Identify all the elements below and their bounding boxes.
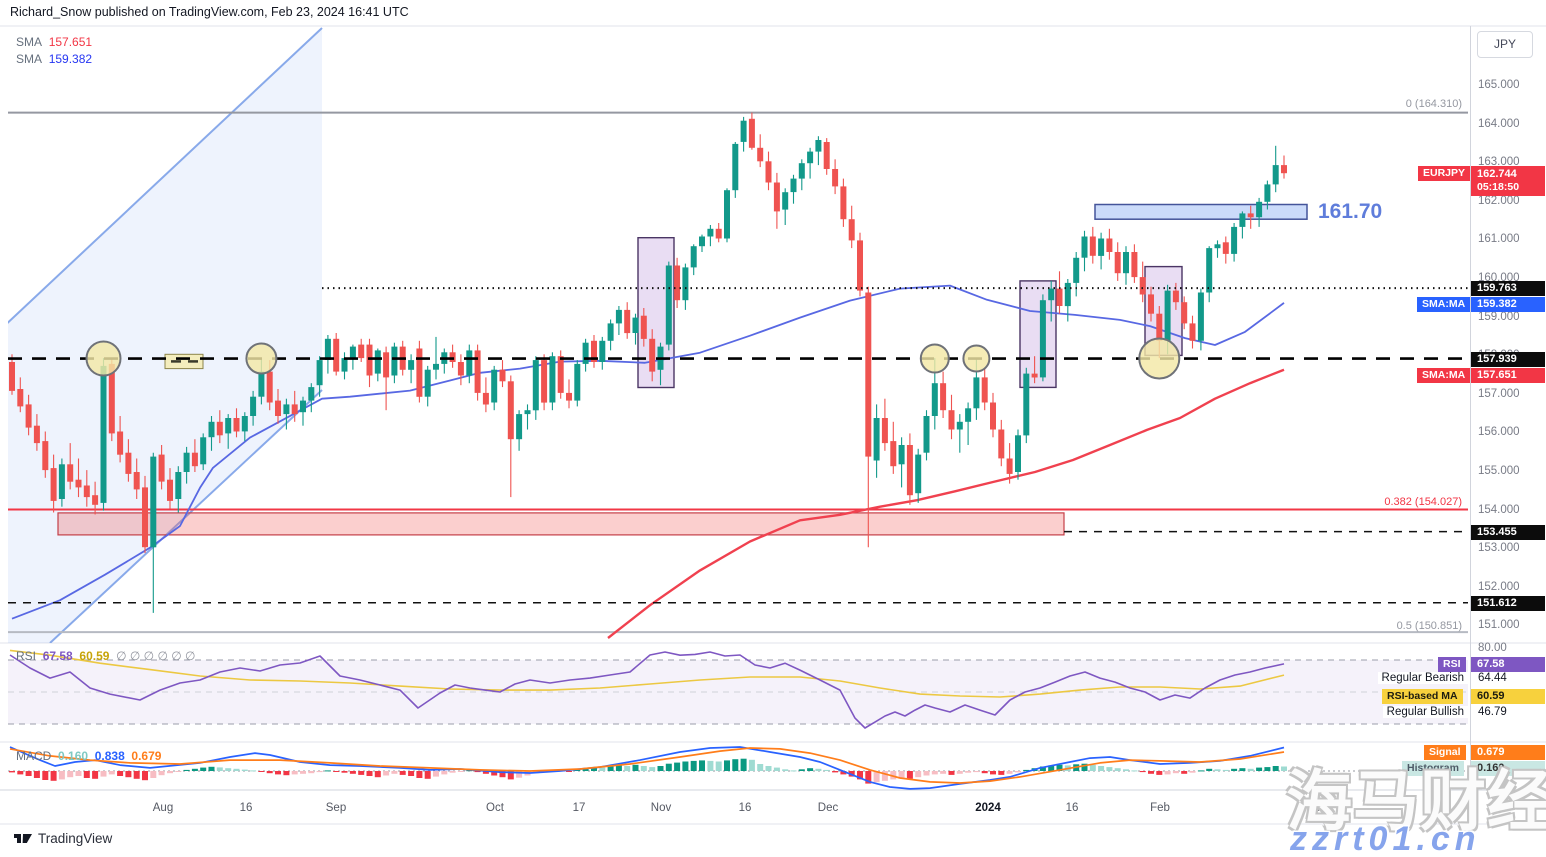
price-tick: 153.000 (1478, 542, 1520, 555)
pane-separators (0, 25, 1546, 825)
sma-blue-legend-value: 159.382 (48, 52, 93, 66)
tradingview-brand[interactable]: TradingView (14, 830, 112, 847)
macd-signal-axis-tag: Signal (1424, 745, 1466, 760)
sma-blue-legend-label: SMA (16, 52, 43, 66)
price-tick: 164.000 (1478, 117, 1520, 130)
level-159763-label: 159.763 (1471, 281, 1545, 296)
macd-legend[interactable]: MACD 0.160 0.838 0.679 (16, 749, 161, 763)
price-tick: 152.000 (1478, 580, 1520, 593)
sma-blue-axis-tag: SMA:MA (1417, 297, 1471, 312)
rsi-ma-axis-tag: RSI-based MA (1382, 689, 1463, 704)
fib-levels[interactable] (8, 111, 1468, 634)
sma-red-axis-value: 157.651 (1471, 368, 1545, 383)
price-tick: 165.000 (1478, 79, 1520, 91)
bar-countdown: 05:18:50 (1477, 181, 1520, 193)
rsi-legend-label: RSI (16, 649, 37, 663)
price-tick: 159.000 (1478, 310, 1520, 323)
macd-signal-line (9, 747, 1285, 784)
macd-hist-legend-value: 0.160 (58, 749, 89, 763)
time-axis-label: Nov (650, 802, 672, 814)
level-157939-label: 157.939 (1471, 352, 1545, 367)
tradingview-brand-text: TradingView (38, 831, 113, 846)
price-tick: 157.000 (1478, 387, 1520, 400)
sma-red-legend-value: 157.651 (48, 35, 93, 49)
time-axis-label: 16 (1065, 802, 1079, 814)
time-axis-label: 16 (738, 802, 752, 814)
price-tick: 151.000 (1478, 619, 1520, 632)
price-tick: 162.000 (1478, 194, 1520, 207)
sma-red-legend-label: SMA (16, 35, 43, 49)
last-price-value: 162.744 (1477, 168, 1517, 180)
rsi-ma-line (9, 649, 1285, 698)
time-axis[interactable]: Aug 16 Sep Oct 17 Nov 16 Dec 2024 16 Feb Mar (0, 796, 1470, 822)
macd-pane[interactable] (8, 746, 1468, 790)
time-axis-label: Sep (325, 802, 347, 814)
rsi-ma-legend-value: 60.59 (79, 649, 110, 663)
price-tick: 154.000 (1478, 503, 1520, 516)
support-zone[interactable] (57, 512, 1065, 536)
regular-bearish-value: 64.44 (1478, 672, 1507, 684)
time-axis-label: Dec (817, 802, 839, 814)
symbol-axis-tag: EURJPY (1418, 166, 1471, 181)
time-axis-label: Feb (1150, 802, 1170, 814)
consolidation-boxes[interactable] (637, 236, 1183, 389)
watermark-chinese: 海马财经 (1286, 764, 1546, 838)
last-price-label: 162.744 05:18:50 (1471, 166, 1545, 196)
time-axis-label: 17 (572, 802, 586, 814)
macd-legend-label: MACD (16, 749, 52, 763)
price-tick: 161.000 (1478, 233, 1520, 246)
price-tick: 156.000 (1478, 426, 1520, 439)
time-axis-label: 2024 (975, 802, 1001, 814)
macd-line (9, 746, 1285, 790)
sma-red-axis-tag: SMA:MA (1417, 368, 1471, 383)
fib-50-label: 0.5 (150.851) (1396, 620, 1462, 632)
time-axis-label: Oct (486, 802, 504, 814)
time-axis-label: Mar (1310, 802, 1330, 814)
fib-382-label: 0.382 (154.027) (1384, 496, 1462, 508)
level-151612-label: 151.612 (1471, 596, 1545, 611)
time-axis-label: Aug (152, 802, 174, 814)
macd-line-legend-value: 0.838 (94, 749, 125, 763)
published-header: Richard_Snow published on TradingView.co… (10, 5, 409, 19)
macd-hist-axis-tag: Histogram (1402, 761, 1464, 776)
resistance-price-callout[interactable]: 161.70 (1318, 199, 1383, 223)
rsi-axis-tag: RSI (1438, 657, 1466, 672)
tradingview-logo-icon (14, 834, 32, 843)
macd-signal-legend-value: 0.679 (131, 749, 162, 763)
regular-bullish-value: 46.79 (1478, 706, 1507, 718)
rsi-legend[interactable]: RSI 67.58 60.59 ∅ ∅ ∅ ∅ ∅ ∅ (16, 649, 195, 663)
regular-bearish-label: Regular Bearish (1377, 672, 1468, 684)
macd-signal-axis-value: 0.679 (1471, 745, 1545, 760)
regular-bullish-label: Regular Bullish (1382, 706, 1468, 718)
sma-red-legend[interactable]: SMA 157.651 (16, 35, 92, 49)
yellow-note-marker[interactable] (164, 353, 204, 370)
resistance-box[interactable] (1094, 203, 1308, 220)
sma-blue-axis-value: 159.382 (1471, 297, 1545, 312)
rsi-legend-value: 67.58 (42, 649, 73, 663)
sma-blue-legend[interactable]: SMA 159.382 (16, 52, 92, 66)
rsi-legend-empty-values: ∅ ∅ ∅ ∅ ∅ ∅ (116, 649, 196, 663)
rsi-pane[interactable] (8, 649, 1468, 729)
watermark-url: zzrt01.cn (1290, 820, 1481, 857)
retest-circles[interactable] (85, 337, 1181, 380)
time-axis-label: 16 (239, 802, 253, 814)
rsi-axis-value: 67.58 (1471, 657, 1545, 672)
rsi-ma-axis-value: 60.59 (1471, 689, 1545, 704)
price-tick: 163.000 (1478, 156, 1520, 169)
currency-toggle-button[interactable]: JPY (1477, 31, 1533, 58)
trend-channel[interactable] (0, 27, 323, 643)
sma-slow-line[interactable] (607, 368, 1285, 639)
rsi-line (9, 651, 1285, 729)
price-tick: 155.000 (1478, 465, 1520, 477)
fib-0-label: 0 (164.310) (1405, 98, 1462, 110)
macd-hist-axis-value: 0.160 (1471, 761, 1545, 776)
level-153455-label: 153.455 (1471, 525, 1545, 540)
rsi-axis-tick: 80.00 (1478, 642, 1507, 654)
